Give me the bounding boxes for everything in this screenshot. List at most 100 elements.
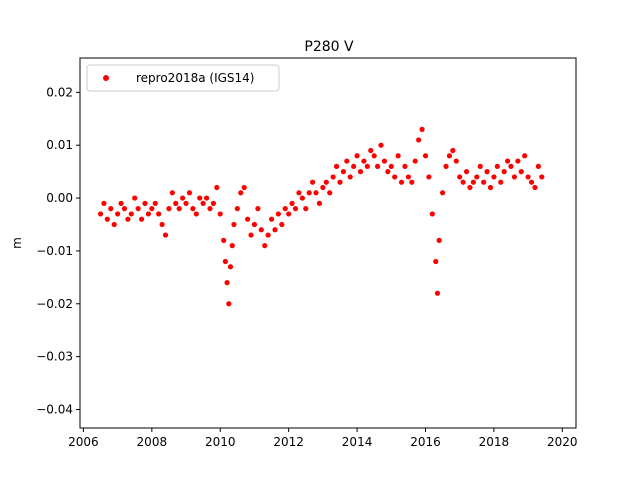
data-point [419,126,425,132]
data-point [221,237,227,243]
data-point [364,163,370,169]
data-point [222,258,228,265]
data-point [344,158,350,164]
data-point [118,200,124,206]
data-point [303,206,309,212]
data-point [121,206,128,212]
data-point [337,179,343,185]
data-point [378,142,384,148]
data-point [241,184,247,191]
data-point [463,169,470,175]
data-point [330,174,336,180]
y-axis: −0.04 −0.03 −0.02 −0.01 0.00 0.01 0.02 [36,85,80,417]
data-point [162,232,169,238]
data-point [354,153,360,159]
data-point [532,184,538,191]
y-tick-label: 0.01 [46,138,73,152]
data-point [138,216,145,222]
data-point [409,179,415,185]
data-point [446,153,453,159]
data-point [539,174,545,180]
data-point [528,179,535,185]
plot-frame [79,57,577,429]
x-tick-label: 2016 [410,435,441,449]
y-tick-label: −0.02 [36,297,73,311]
legend-marker [103,75,109,81]
data-point [197,195,203,201]
data-point [104,216,110,222]
data-point [320,184,326,191]
data-point [255,206,261,212]
data-point [439,190,446,196]
data-point [245,216,251,222]
data-point [251,221,258,228]
data-point [333,163,340,169]
data-point [279,221,285,228]
data-point [193,211,199,217]
x-tick-label: 2006 [68,435,99,449]
y-tick-label: 0.00 [46,191,73,205]
data-point [477,163,483,169]
data-point [310,179,316,185]
data-point [433,258,439,265]
x-tick-label: 2012 [273,435,304,449]
data-point [511,174,518,180]
data-point [429,211,435,217]
data-point [149,206,155,212]
data-point [402,163,408,169]
data-point [145,211,152,217]
data-point [135,206,141,212]
y-axis-label: m [10,237,24,249]
data-point [434,290,441,296]
data-point [340,169,346,175]
data-point [292,206,299,212]
data-point [450,147,456,154]
data-point [347,174,353,180]
data-point [381,158,388,164]
data-point [183,200,189,206]
chart-title: P280 V [304,39,354,55]
data-point [327,190,333,196]
data-point [115,211,121,217]
legend-label: repro2018a (IGS14) [136,71,254,85]
y-tick-label: −0.03 [36,350,73,364]
data-point [457,174,463,180]
data-point [515,158,521,164]
data-point [494,163,500,169]
data-point [176,206,182,212]
data-point [501,169,507,175]
data-point [306,190,312,196]
data-point [460,179,466,185]
data-point [125,216,131,222]
data-point [286,211,292,217]
data-point [275,211,281,217]
data-point [398,179,405,185]
data-point [535,163,541,169]
data-point [262,243,268,249]
data-point [316,200,323,206]
data-point [470,179,476,185]
data-point [207,206,213,212]
data-point [159,221,165,228]
data-point [426,174,432,180]
data-point [258,227,264,233]
data-point [392,174,398,180]
data-point [272,227,278,233]
data-point [180,195,186,201]
data-point [443,163,449,169]
data-point [128,211,134,217]
data-point [186,190,193,196]
data-point [522,153,528,159]
data-point [395,153,401,159]
data-point [224,280,230,286]
legend: repro2018a (IGS14) [86,64,280,92]
data-point [111,221,117,228]
data-point [282,206,288,212]
data-point [474,174,480,180]
data-point [508,163,514,169]
data-point [375,163,381,169]
data-point [248,232,254,238]
data-point [368,147,374,154]
data-point [371,153,377,159]
data-point [108,206,114,212]
